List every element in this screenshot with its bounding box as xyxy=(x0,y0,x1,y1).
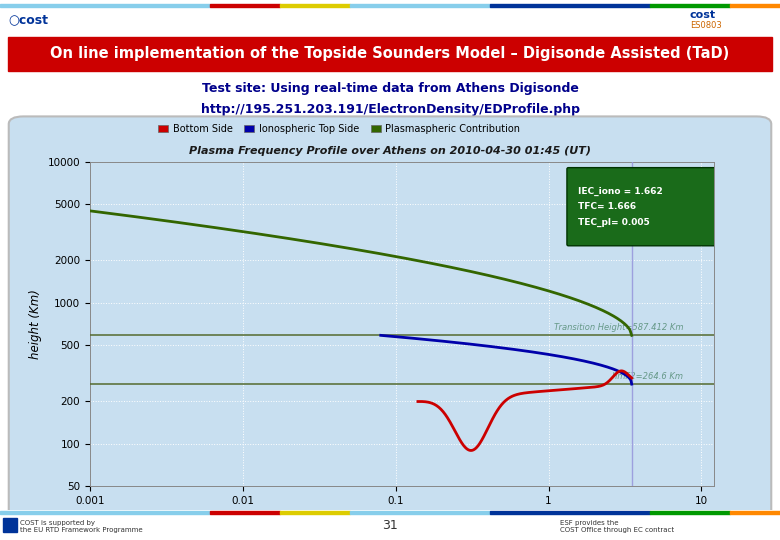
Text: COST is supported by: COST is supported by xyxy=(20,520,95,526)
Text: IEC_iono = 1.662
TFC= 1.666
TEC_pl= 0.005: IEC_iono = 1.662 TFC= 1.666 TEC_pl= 0.00… xyxy=(578,187,662,227)
Bar xyxy=(730,511,780,514)
Text: hmF2=264.6 Km: hmF2=264.6 Km xyxy=(612,372,683,381)
Bar xyxy=(650,4,730,7)
FancyBboxPatch shape xyxy=(9,117,771,521)
Bar xyxy=(490,4,650,7)
Text: Test site: Using real-time data from Athens Digisonde: Test site: Using real-time data from Ath… xyxy=(201,82,579,95)
FancyBboxPatch shape xyxy=(567,167,715,246)
Legend: Bottom Side, Ionospheric Top Side, Plasmaspheric Contribution: Bottom Side, Ionospheric Top Side, Plasm… xyxy=(154,120,524,138)
Text: foF2(MHz)=3.5: foF2(MHz)=3.5 xyxy=(568,169,626,178)
Text: the EU RTD Framework Programme: the EU RTD Framework Programme xyxy=(20,527,143,533)
Y-axis label: height (Km): height (Km) xyxy=(29,289,42,359)
Bar xyxy=(350,4,490,7)
Bar xyxy=(3,518,17,532)
Text: ○cost: ○cost xyxy=(8,14,48,26)
Bar xyxy=(210,511,280,514)
X-axis label: f(MHz): f(MHz) xyxy=(379,511,424,524)
Bar xyxy=(490,511,650,514)
Bar xyxy=(280,4,350,7)
Text: 31: 31 xyxy=(382,518,398,532)
Bar xyxy=(280,511,350,514)
Bar xyxy=(210,4,280,7)
Text: COST Office through EC contract: COST Office through EC contract xyxy=(560,527,674,533)
Text: On line implementation of the Topside Sounders Model – Digisonde Assisted (TaD): On line implementation of the Topside So… xyxy=(51,46,729,60)
Text: cost: cost xyxy=(690,10,716,20)
Bar xyxy=(650,511,730,514)
Text: Plasma Frequency Profile over Athens on 2010-04-30 01:45 (UT): Plasma Frequency Profile over Athens on … xyxy=(189,146,591,157)
Text: http://195.251.203.191/ElectronDensity/EDProfile.php: http://195.251.203.191/ElectronDensity/E… xyxy=(200,103,580,116)
Text: Transition Height=587.412 Km: Transition Height=587.412 Km xyxy=(554,323,683,332)
Bar xyxy=(0,4,210,7)
Bar xyxy=(350,511,490,514)
Bar xyxy=(730,4,780,7)
Bar xyxy=(0,511,210,514)
Text: ES0803: ES0803 xyxy=(690,21,722,30)
Text: ESF provides the: ESF provides the xyxy=(560,520,619,526)
